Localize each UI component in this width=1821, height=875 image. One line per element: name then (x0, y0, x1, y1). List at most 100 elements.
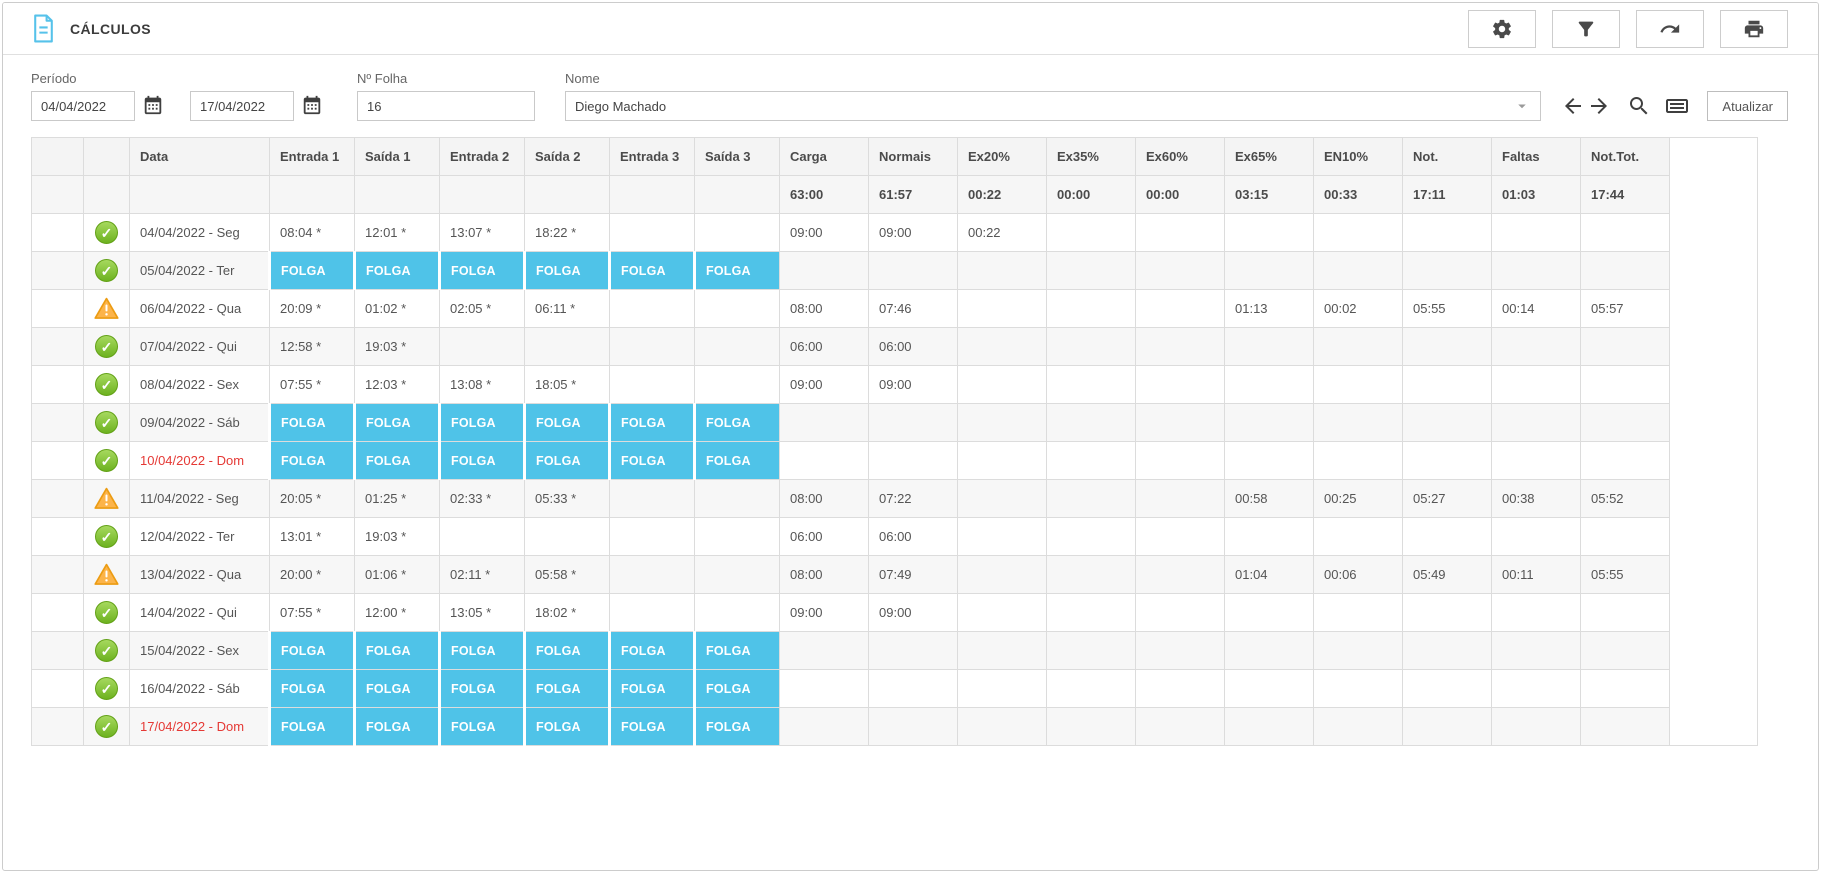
punch-time-cell[interactable] (524, 517, 610, 556)
punch-time-cell[interactable] (609, 555, 695, 594)
folga-cell[interactable]: FOLGA (353, 251, 440, 290)
folga-cell[interactable]: FOLGA (608, 707, 695, 746)
print-button[interactable] (1720, 9, 1788, 48)
punch-time-cell[interactable] (439, 517, 525, 556)
folga-cell[interactable]: FOLGA (608, 403, 695, 442)
punch-time-cell[interactable]: 01:06 * (354, 555, 440, 594)
share-button[interactable] (1636, 9, 1704, 48)
folha-input[interactable] (357, 91, 535, 121)
table-row[interactable]: ✓ 12/04/2022 - Ter 13:01 * 19:03 * 06:00 06:0… (31, 517, 1758, 556)
punch-time-cell[interactable] (694, 555, 780, 594)
punch-time-cell[interactable]: 18:05 * (524, 365, 610, 404)
folga-cell[interactable]: FOLGA (608, 251, 695, 290)
table-row[interactable]: ✓ 14/04/2022 - Qui 07:55 * 12:00 * 13:05 * 18… (31, 593, 1758, 632)
date-from-calendar-button[interactable] (142, 94, 164, 118)
date-cell[interactable]: 06/04/2022 - Qua (129, 289, 270, 328)
search-button[interactable] (1627, 94, 1651, 118)
punch-time-cell[interactable]: 01:25 * (354, 479, 440, 518)
folga-cell[interactable]: FOLGA (438, 403, 525, 442)
folga-cell[interactable]: FOLGA (608, 441, 695, 480)
punch-time-cell[interactable]: 06:11 * (524, 289, 610, 328)
date-cell[interactable]: 16/04/2022 - Sáb (129, 669, 270, 708)
punch-time-cell[interactable]: 13:07 * (439, 213, 525, 252)
punch-time-cell[interactable] (609, 213, 695, 252)
punch-time-cell[interactable]: 07:55 * (269, 365, 355, 404)
punch-time-cell[interactable] (694, 479, 780, 518)
punch-time-cell[interactable]: 20:09 * (269, 289, 355, 328)
folga-cell[interactable]: FOLGA (693, 251, 780, 290)
table-row[interactable]: ✓ 09/04/2022 - Sáb FOLGA FOLGA FOLGA FOLGA FOL… (31, 403, 1758, 442)
date-cell[interactable]: 08/04/2022 - Sex (129, 365, 270, 404)
folga-cell[interactable]: FOLGA (438, 441, 525, 480)
punch-time-cell[interactable]: 12:00 * (354, 593, 440, 632)
punch-time-cell[interactable]: 05:58 * (524, 555, 610, 594)
folga-cell[interactable]: FOLGA (608, 631, 695, 670)
table-row[interactable]: 13/04/2022 - Qua 20:00 * 01:06 * 02:11 * 05:… (31, 555, 1758, 594)
folga-cell[interactable]: FOLGA (438, 669, 525, 708)
date-from-input[interactable] (31, 91, 135, 121)
punch-time-cell[interactable]: 05:33 * (524, 479, 610, 518)
punch-time-cell[interactable] (694, 593, 780, 632)
punch-time-cell[interactable] (609, 593, 695, 632)
punch-time-cell[interactable] (609, 365, 695, 404)
punch-time-cell[interactable]: 08:04 * (269, 213, 355, 252)
folga-cell[interactable]: FOLGA (438, 707, 525, 746)
nome-select[interactable]: Diego Machado (565, 91, 1542, 121)
punch-time-cell[interactable] (694, 213, 780, 252)
punch-time-cell[interactable]: 20:00 * (269, 555, 355, 594)
punch-time-cell[interactable]: 19:03 * (354, 517, 440, 556)
table-row[interactable]: ✓ 10/04/2022 - Dom FOLGA FOLGA FOLGA FOLGA FOL… (31, 441, 1758, 480)
folga-cell[interactable]: FOLGA (268, 441, 355, 480)
filter-button[interactable] (1552, 9, 1620, 48)
punch-time-cell[interactable]: 12:58 * (269, 327, 355, 366)
punch-time-cell[interactable]: 13:08 * (439, 365, 525, 404)
table-row[interactable]: ✓ 07/04/2022 - Qui 12:58 * 19:03 * 06:00 06:0… (31, 327, 1758, 366)
date-cell[interactable]: 11/04/2022 - Seg (129, 479, 270, 518)
date-cell[interactable]: 09/04/2022 - Sáb (129, 403, 270, 442)
punch-time-cell[interactable]: 13:05 * (439, 593, 525, 632)
atualizar-button[interactable]: Atualizar (1707, 91, 1788, 121)
punch-time-cell[interactable] (609, 327, 695, 366)
next-period-button[interactable] (1587, 94, 1611, 118)
date-cell[interactable]: 12/04/2022 - Ter (129, 517, 270, 556)
folga-cell[interactable]: FOLGA (268, 669, 355, 708)
folga-cell[interactable]: FOLGA (268, 707, 355, 746)
table-row[interactable]: ✓ 15/04/2022 - Sex FOLGA FOLGA FOLGA FOLGA FOL… (31, 631, 1758, 670)
table-row[interactable]: ✓ 05/04/2022 - Ter FOLGA FOLGA FOLGA FOLGA FOL… (31, 251, 1758, 290)
date-to-calendar-button[interactable] (301, 94, 323, 118)
folga-cell[interactable]: FOLGA (438, 631, 525, 670)
folga-cell[interactable]: FOLGA (693, 707, 780, 746)
date-cell[interactable]: 05/04/2022 - Ter (129, 251, 270, 290)
folga-cell[interactable]: FOLGA (693, 403, 780, 442)
table-row[interactable]: 11/04/2022 - Seg 20:05 * 01:25 * 02:33 * 05:… (31, 479, 1758, 518)
table-row[interactable]: 06/04/2022 - Qua 20:09 * 01:02 * 02:05 * 06:… (31, 289, 1758, 328)
folga-cell[interactable]: FOLGA (523, 669, 610, 708)
folga-cell[interactable]: FOLGA (438, 251, 525, 290)
punch-time-cell[interactable]: 07:55 * (269, 593, 355, 632)
folga-cell[interactable]: FOLGA (353, 669, 440, 708)
date-cell[interactable]: 17/04/2022 - Dom (129, 707, 270, 746)
settings-button[interactable] (1468, 9, 1536, 48)
punch-time-cell[interactable] (694, 327, 780, 366)
table-row[interactable]: ✓ 04/04/2022 - Seg 08:04 * 12:01 * 13:07 * 18… (31, 213, 1758, 252)
punch-time-cell[interactable]: 12:03 * (354, 365, 440, 404)
date-cell[interactable]: 10/04/2022 - Dom (129, 441, 270, 480)
punch-time-cell[interactable] (609, 289, 695, 328)
folga-cell[interactable]: FOLGA (693, 669, 780, 708)
punch-time-cell[interactable]: 12:01 * (354, 213, 440, 252)
table-row[interactable]: ✓ 17/04/2022 - Dom FOLGA FOLGA FOLGA FOLGA FOL… (31, 707, 1758, 746)
folga-cell[interactable]: FOLGA (268, 403, 355, 442)
folga-cell[interactable]: FOLGA (693, 631, 780, 670)
punch-time-cell[interactable] (694, 365, 780, 404)
previous-period-button[interactable] (1561, 94, 1585, 118)
folga-cell[interactable]: FOLGA (608, 669, 695, 708)
date-cell[interactable]: 14/04/2022 - Qui (129, 593, 270, 632)
punch-time-cell[interactable]: 02:11 * (439, 555, 525, 594)
folga-cell[interactable]: FOLGA (523, 707, 610, 746)
date-to-input[interactable] (190, 91, 294, 121)
punch-time-cell[interactable]: 02:33 * (439, 479, 525, 518)
folga-cell[interactable]: FOLGA (523, 631, 610, 670)
punch-time-cell[interactable]: 20:05 * (269, 479, 355, 518)
punch-time-cell[interactable]: 01:02 * (354, 289, 440, 328)
punch-time-cell[interactable] (694, 517, 780, 556)
